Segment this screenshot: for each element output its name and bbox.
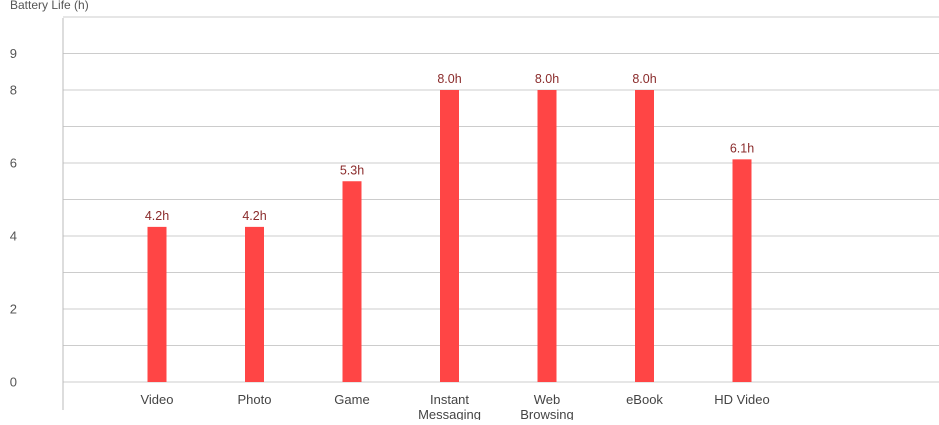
bar-value-label: 5.3h — [340, 163, 364, 177]
bar-value-label: 8.0h — [437, 72, 461, 86]
x-tick-label: Instant Messaging — [418, 392, 481, 420]
bar — [732, 159, 752, 382]
bar — [342, 181, 362, 382]
bar — [537, 90, 557, 382]
y-tick-label: 2 — [10, 302, 17, 317]
y-tick-label: 9 — [10, 46, 17, 61]
bar — [440, 90, 459, 382]
x-tick-label: Web Browsing — [520, 392, 573, 420]
bar-value-label: 6.1h — [730, 141, 754, 155]
x-tick-label: Video — [140, 392, 173, 407]
x-tick-label: HD Video — [714, 392, 769, 407]
bar-value-label: 4.2h — [145, 209, 169, 223]
x-axis-ticks: Video Photo Game Instant Messaging Web Browsin… — [140, 392, 769, 422]
bars — [147, 90, 752, 382]
x-tick-label: Photo — [238, 392, 272, 407]
bar — [147, 226, 167, 382]
bar-value-label: 8.0h — [632, 72, 656, 86]
y-tick-label: 8 — [10, 83, 17, 98]
x-tick-label: Game — [334, 392, 369, 407]
bar-value-label: 4.2h — [242, 209, 266, 223]
bar — [245, 226, 264, 382]
bar — [635, 90, 654, 382]
grid-lines — [63, 16, 939, 383]
y-axis-title: Battery Life (h) — [10, 0, 89, 12]
y-tick-label: 0 — [10, 375, 17, 390]
bar-value-label: 8.0h — [535, 72, 559, 86]
x-tick-label: eBook — [626, 392, 663, 407]
y-tick-label: 4 — [10, 229, 17, 244]
y-axis-ticks: 0 2 4 6 8 9 — [10, 46, 17, 390]
data-labels: 4.2h 4.2h 5.3h 8.0h 8.0h 8.0h 6.1h — [145, 72, 754, 223]
y-tick-label: 6 — [10, 156, 17, 171]
